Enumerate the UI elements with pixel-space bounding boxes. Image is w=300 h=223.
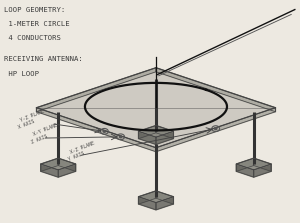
Polygon shape [58, 164, 76, 177]
Text: X AXIS: X AXIS [17, 119, 35, 130]
Polygon shape [41, 164, 58, 177]
Polygon shape [156, 126, 173, 139]
Text: X-Y PLANE: X-Y PLANE [32, 123, 58, 137]
Text: Y-Z PLANE: Y-Z PLANE [19, 108, 45, 122]
Polygon shape [236, 158, 254, 171]
Polygon shape [156, 108, 275, 152]
Polygon shape [139, 131, 156, 145]
Text: 1-METER CIRCLE: 1-METER CIRCLE [4, 21, 69, 27]
Polygon shape [58, 158, 76, 171]
Polygon shape [156, 197, 173, 210]
Polygon shape [156, 68, 275, 112]
Polygon shape [41, 158, 58, 171]
Text: 4 CONDUCTORS: 4 CONDUCTORS [4, 35, 61, 41]
Polygon shape [236, 164, 254, 177]
Polygon shape [254, 158, 271, 171]
Polygon shape [139, 191, 156, 204]
Circle shape [103, 130, 106, 132]
Polygon shape [37, 68, 275, 148]
Polygon shape [37, 68, 156, 112]
Polygon shape [37, 108, 156, 152]
Polygon shape [139, 191, 173, 202]
Polygon shape [254, 164, 271, 177]
Polygon shape [139, 126, 156, 139]
Polygon shape [139, 197, 156, 210]
Text: LOOP GEOMETRY:: LOOP GEOMETRY: [4, 7, 65, 13]
Polygon shape [236, 158, 271, 170]
Polygon shape [139, 126, 173, 137]
Circle shape [119, 136, 122, 138]
Text: RECEIVING ANTENNA:: RECEIVING ANTENNA: [4, 56, 82, 62]
Circle shape [214, 128, 217, 130]
Text: Y AXIS: Y AXIS [68, 151, 86, 162]
Polygon shape [156, 131, 173, 145]
Text: X-Z PLANE: X-Z PLANE [69, 140, 95, 155]
Text: Z AXIS: Z AXIS [31, 134, 48, 145]
Text: HP LOOP: HP LOOP [4, 70, 39, 76]
Polygon shape [41, 158, 76, 170]
Polygon shape [156, 191, 173, 204]
